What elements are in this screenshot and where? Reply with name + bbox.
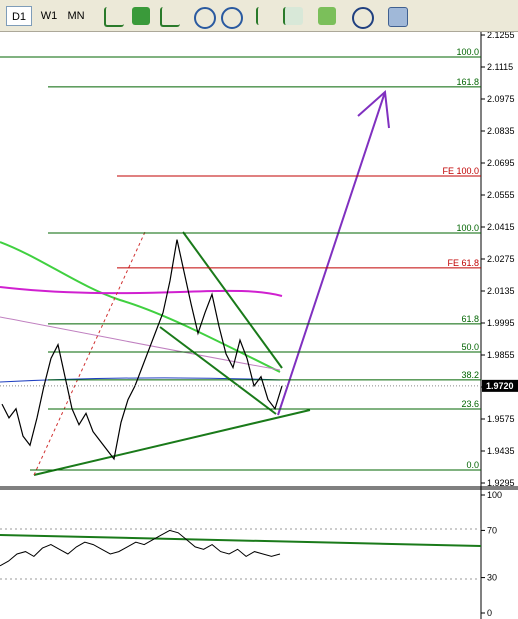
- price-tick-label: 2.0135: [487, 286, 515, 296]
- price-tick-label: 2.0275: [487, 254, 515, 264]
- fib-label: 61.8: [461, 314, 479, 324]
- price-tick-label: 2.1255: [487, 32, 515, 40]
- bar-chart-button[interactable]: [104, 7, 124, 27]
- price-tick-label: 1.9295: [487, 478, 515, 488]
- fib-label: 100.0: [456, 47, 479, 57]
- toolbar: D1 W1 MN: [0, 0, 518, 32]
- fib-expansion: [33, 231, 146, 476]
- rsi-line: [0, 529, 281, 567]
- shift-button[interactable]: [283, 7, 303, 25]
- price-tick-label: 1.9995: [487, 318, 515, 328]
- price-tick-label: 2.0975: [487, 94, 515, 104]
- rsi-trend-line: [0, 534, 482, 547]
- templates-button[interactable]: [388, 7, 408, 27]
- price-tick-label: 1.9435: [487, 446, 515, 456]
- fib-label: FE 100.0: [442, 166, 479, 176]
- rsi-tick-label: 70: [487, 525, 497, 535]
- rsi-tick-label: 100: [487, 490, 502, 500]
- price-tick-label: 2.0555: [487, 190, 515, 200]
- fib-label: 50.0: [461, 342, 479, 352]
- wedge-line: [182, 231, 283, 369]
- moving-average: [0, 286, 283, 297]
- period-button[interactable]: MN: [67, 10, 85, 22]
- fib-label: 0.0: [466, 460, 479, 470]
- zoom-out-button[interactable]: [221, 7, 243, 29]
- rsi-tick-label: 0: [487, 608, 492, 618]
- price-line: [1, 239, 283, 461]
- current-price: 1.9720: [486, 381, 514, 391]
- current-price-box: [482, 379, 518, 392]
- fib-label: 100.0: [456, 223, 479, 233]
- support-line: [33, 409, 311, 476]
- periods-button[interactable]: [352, 7, 374, 29]
- moving-average: [0, 377, 281, 383]
- price-tick-label: 2.0695: [487, 158, 515, 168]
- chart-area: 2.1255 2.1115 2.0975 2.0835 2.0695 2.0555 2.04…: [0, 32, 518, 619]
- period-button[interactable]: D1: [6, 6, 32, 26]
- price-tick-label: 2.0415: [487, 222, 515, 232]
- price-tick-label: 2.0835: [487, 126, 515, 136]
- price-tick-label: 1.9855: [487, 350, 515, 360]
- candle-button[interactable]: [132, 7, 150, 25]
- fib-label: 38.2: [461, 370, 479, 380]
- moving-average: [0, 241, 281, 373]
- line-chart-button[interactable]: [160, 7, 180, 27]
- arrow-head: [357, 89, 390, 129]
- period-button[interactable]: W1: [40, 10, 58, 22]
- projection-arrow: [277, 91, 386, 416]
- trend-line: [0, 316, 281, 371]
- price-tick-label: 2.1115: [487, 62, 513, 72]
- rsi-tick-label: 30: [487, 573, 497, 583]
- autoscroll-button[interactable]: [256, 7, 276, 25]
- indicators-button[interactable]: [318, 7, 336, 25]
- wedge-line: [159, 326, 277, 415]
- fib-label: FE 61.8: [447, 258, 479, 268]
- fib-label: 23.6: [461, 399, 479, 409]
- price-tick-label: 1.9575: [487, 414, 515, 424]
- fib-label: 161.8: [456, 77, 479, 87]
- zoom-in-button[interactable]: [194, 7, 216, 29]
